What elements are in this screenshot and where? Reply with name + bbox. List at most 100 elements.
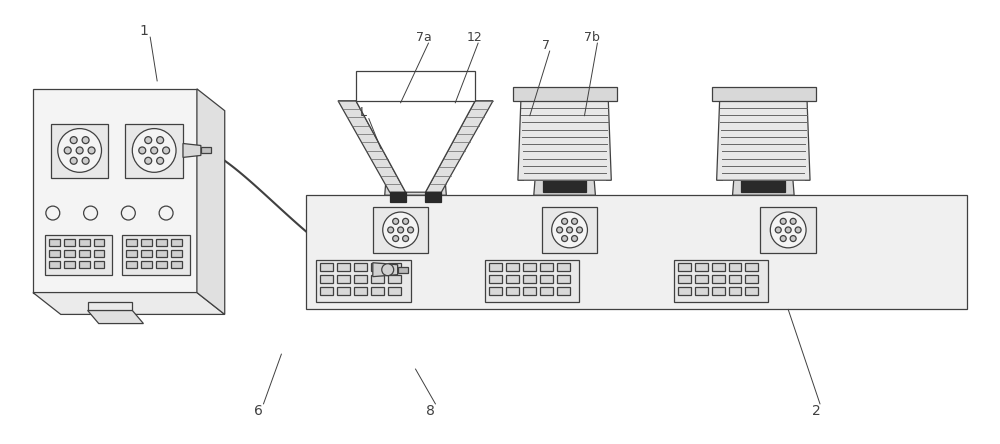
Bar [745,286,758,294]
Bar [729,286,741,294]
Circle shape [151,147,158,154]
Bar [49,261,60,268]
Bar [141,239,152,246]
Circle shape [552,212,587,248]
Circle shape [572,218,578,224]
Circle shape [562,236,568,242]
Bar [390,192,406,202]
Circle shape [408,227,414,233]
Polygon shape [518,101,611,180]
Polygon shape [385,146,446,195]
Circle shape [121,206,135,220]
Polygon shape [356,101,475,192]
Bar [64,250,75,257]
Bar [523,263,536,271]
Bar [712,263,725,271]
Bar [64,239,75,246]
Bar [712,87,816,101]
Bar [388,263,401,271]
Bar [354,263,367,271]
Bar [678,263,691,271]
Bar [695,275,708,283]
Bar [79,239,90,246]
Text: 7: 7 [542,39,550,52]
Bar [506,286,519,294]
Circle shape [88,147,95,154]
Bar [337,286,350,294]
Bar [506,275,519,283]
Circle shape [163,147,170,154]
Bar [320,275,333,283]
Bar [94,250,104,257]
Text: 1: 1 [140,24,149,38]
Polygon shape [33,89,197,293]
Bar [557,263,570,271]
Bar [540,263,553,271]
Circle shape [145,137,152,143]
Text: 8: 8 [426,404,435,418]
Polygon shape [398,267,408,273]
Circle shape [393,236,399,242]
Bar [94,239,104,246]
Circle shape [157,157,164,164]
Bar [126,261,137,268]
Circle shape [403,236,409,242]
Bar [695,286,708,294]
Bar [489,263,502,271]
Bar [712,275,725,283]
Circle shape [82,157,89,164]
Bar [79,261,90,268]
Circle shape [46,206,60,220]
Circle shape [383,212,419,248]
Bar [156,239,167,246]
Bar [141,250,152,257]
Bar [337,275,350,283]
Bar [506,263,519,271]
Polygon shape [338,101,406,192]
Bar [729,275,741,283]
Bar [425,192,441,202]
Bar [557,275,570,283]
Circle shape [790,218,796,224]
Circle shape [567,227,573,233]
Bar [51,123,108,178]
Polygon shape [534,146,595,195]
Bar [674,260,768,302]
Bar [126,239,137,246]
Circle shape [82,137,89,143]
Bar [49,250,60,257]
Bar [388,275,401,283]
Bar [171,250,182,257]
Circle shape [572,236,578,242]
Bar [125,123,183,178]
Polygon shape [88,310,143,324]
Bar [88,302,132,310]
Bar [45,235,112,275]
Bar [523,275,536,283]
Bar [354,286,367,294]
Bar [745,275,758,283]
Text: 12: 12 [466,31,482,44]
Bar [485,260,579,302]
Bar [320,263,333,271]
Circle shape [393,218,399,224]
Circle shape [785,227,791,233]
Circle shape [790,236,796,242]
Circle shape [382,264,394,276]
Bar [122,235,190,275]
Bar [64,261,75,268]
Bar [354,275,367,283]
Bar [513,87,617,101]
Text: 2: 2 [812,404,820,418]
Bar [523,286,536,294]
Circle shape [139,147,146,154]
Polygon shape [197,89,225,314]
Bar [760,207,816,253]
Bar [156,250,167,257]
Bar [316,260,411,302]
Text: 7a: 7a [416,31,431,44]
Circle shape [562,218,568,224]
Polygon shape [201,147,211,154]
Circle shape [159,206,173,220]
Circle shape [58,129,102,172]
